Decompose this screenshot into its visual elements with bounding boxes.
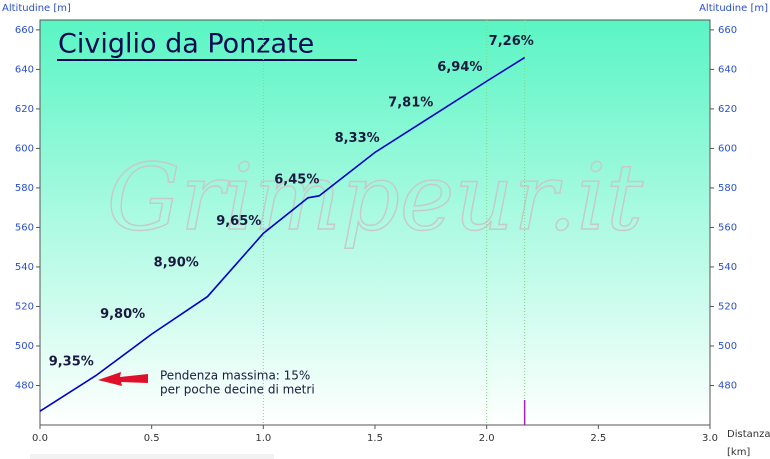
grade-label: 9,35% bbox=[49, 354, 94, 369]
grade-label: 7,26% bbox=[489, 34, 534, 49]
y2-tick-label: 660 bbox=[718, 25, 737, 36]
x-tick-label: 1.0 bbox=[255, 433, 271, 444]
y2-tick-label: 600 bbox=[718, 143, 737, 154]
y-tick-label: 580 bbox=[15, 183, 34, 194]
x-axis-unit: [km] bbox=[727, 447, 750, 458]
footer-strip bbox=[30, 454, 274, 459]
x-tick-label: 2.0 bbox=[479, 433, 495, 444]
y2-tick-label: 500 bbox=[718, 341, 737, 352]
chart-title: Civiglio da Ponzate bbox=[58, 29, 314, 60]
note-line-2: per poche decine di metri bbox=[160, 383, 315, 397]
grade-label: 9,65% bbox=[216, 214, 261, 229]
grade-label: 8,33% bbox=[335, 131, 380, 146]
y-tick-label: 540 bbox=[15, 262, 34, 273]
y-tick-label: 640 bbox=[15, 64, 34, 75]
y2-tick-label: 540 bbox=[718, 262, 737, 273]
grade-label: 8,90% bbox=[154, 256, 199, 271]
y-tick-label: 600 bbox=[15, 143, 34, 154]
y2-tick-label: 480 bbox=[718, 380, 737, 391]
y-axis-label: Altitudine [m] bbox=[2, 3, 71, 14]
x-tick-label: 1.5 bbox=[367, 433, 383, 444]
grade-label: 6,45% bbox=[274, 173, 319, 188]
y-tick-label: 520 bbox=[15, 301, 34, 312]
grade-label: 7,81% bbox=[388, 95, 433, 110]
y2-axis-label: Altitudine [m] bbox=[699, 3, 768, 14]
x-axis-label: Distanza bbox=[727, 429, 770, 440]
y-tick-label: 660 bbox=[15, 25, 34, 36]
plot-area bbox=[39, 19, 711, 426]
y2-tick-label: 640 bbox=[718, 64, 737, 75]
y2-tick-label: 580 bbox=[718, 183, 737, 194]
x-tick-label: 2.5 bbox=[590, 433, 606, 444]
y-tick-label: 560 bbox=[15, 222, 34, 233]
y2-tick-label: 520 bbox=[718, 301, 737, 312]
y2-tick-label: 620 bbox=[718, 104, 737, 115]
x-tick-label: 0.0 bbox=[32, 433, 48, 444]
arrow bbox=[98, 372, 148, 386]
y-tick-label: 500 bbox=[15, 341, 34, 352]
x-tick-label: 3.0 bbox=[702, 433, 718, 444]
y2-tick-label: 560 bbox=[718, 222, 737, 233]
x-tick-label: 0.5 bbox=[144, 433, 160, 444]
watermark: Grimpeur.it bbox=[107, 144, 644, 251]
grade-label: 6,94% bbox=[437, 60, 482, 75]
y-tick-label: 480 bbox=[15, 380, 34, 391]
profile-line bbox=[39, 56, 526, 412]
y-tick-label: 620 bbox=[15, 104, 34, 115]
grade-label: 9,80% bbox=[100, 307, 145, 322]
note-line-1: Pendenza massima: 15% bbox=[160, 369, 310, 383]
